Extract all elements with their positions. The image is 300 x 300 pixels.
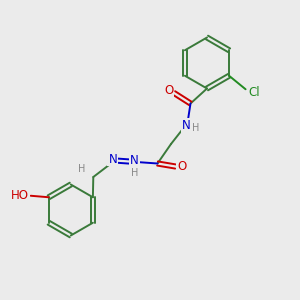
Text: N: N	[108, 152, 117, 166]
Text: H: H	[192, 123, 200, 134]
Text: HO: HO	[11, 189, 29, 202]
Text: H: H	[131, 167, 139, 178]
Text: H: H	[78, 164, 85, 175]
Text: O: O	[164, 83, 173, 97]
Text: N: N	[130, 154, 139, 167]
Text: N: N	[182, 118, 190, 132]
Text: O: O	[177, 160, 186, 173]
Text: Cl: Cl	[248, 86, 260, 99]
